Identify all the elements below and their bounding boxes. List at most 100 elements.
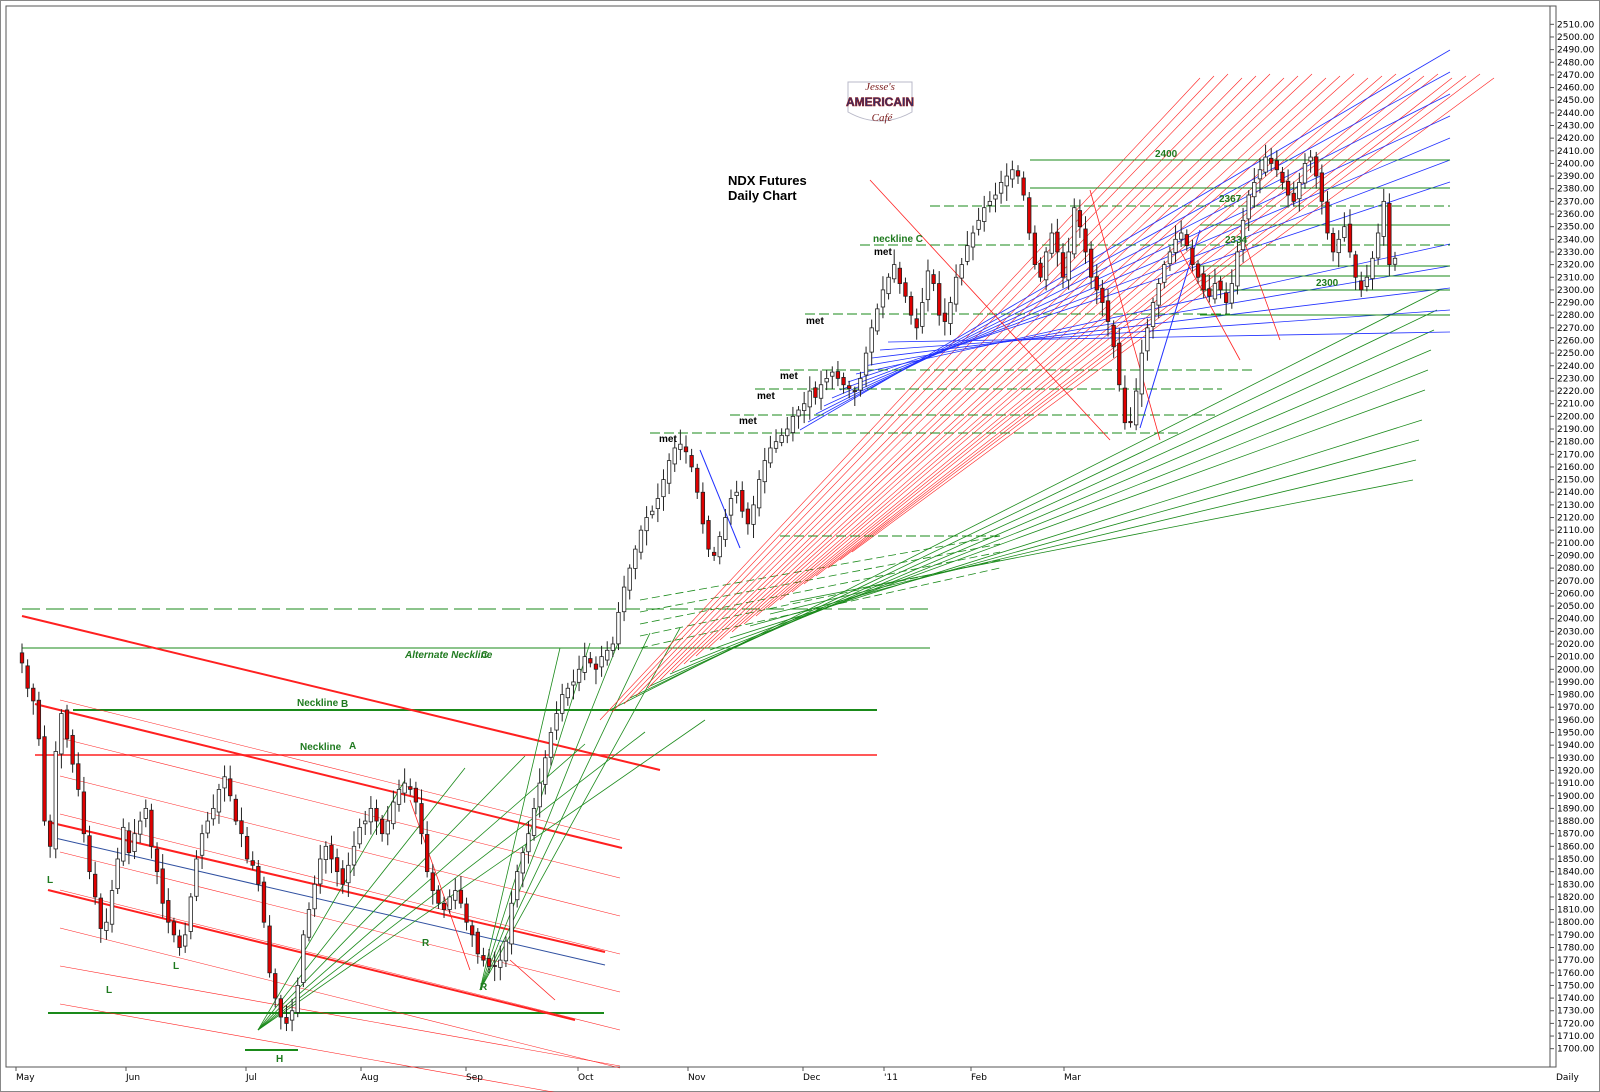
candle-down bbox=[1128, 421, 1133, 424]
candle-up bbox=[115, 858, 120, 890]
annotation-2400: 2400 bbox=[1155, 149, 1178, 160]
candle-up bbox=[560, 694, 565, 714]
y-tick-label: 1710.00 bbox=[1557, 1032, 1594, 1042]
candle-down bbox=[1387, 202, 1392, 266]
x-tick-label: '11 bbox=[884, 1073, 898, 1083]
green-fan-upper bbox=[689, 369, 1429, 663]
candle-down bbox=[1280, 171, 1285, 183]
candle-up bbox=[121, 826, 126, 862]
candle-up bbox=[1263, 156, 1268, 173]
candle-down bbox=[588, 658, 593, 664]
candle-down bbox=[1359, 280, 1364, 291]
y-tick-label: 1960.00 bbox=[1557, 716, 1594, 726]
candle-down bbox=[1083, 228, 1088, 253]
y-tick-label: 1870.00 bbox=[1557, 830, 1594, 840]
candle-up bbox=[318, 858, 323, 885]
y-tick-label: 2270.00 bbox=[1557, 324, 1594, 334]
red-channel-fan bbox=[59, 1003, 555, 1092]
candle-down bbox=[852, 390, 857, 392]
candle-up bbox=[531, 807, 537, 836]
candle-down bbox=[278, 998, 283, 1018]
candle-up bbox=[599, 656, 604, 668]
logo-line2: AMERICAIN bbox=[846, 95, 914, 109]
candle-up bbox=[199, 833, 205, 856]
green-dash-support bbox=[639, 551, 1001, 625]
candle-down bbox=[1184, 234, 1189, 247]
candle-down bbox=[1122, 387, 1128, 424]
candle-down bbox=[706, 520, 711, 550]
green-dash-support bbox=[639, 567, 1001, 649]
candle-up bbox=[1072, 207, 1077, 255]
candle-down bbox=[36, 699, 42, 740]
green-dash-support bbox=[639, 559, 1001, 637]
candle-down bbox=[931, 274, 936, 284]
y-tick-label: 1800.00 bbox=[1557, 918, 1594, 928]
green-fan-upper bbox=[769, 459, 1417, 615]
candle-up bbox=[875, 308, 880, 332]
blue-rising-fan bbox=[831, 137, 1451, 399]
candle-up bbox=[363, 820, 368, 825]
candle-up bbox=[520, 852, 525, 874]
candle-up bbox=[554, 713, 559, 731]
red-rising-fan bbox=[767, 73, 1397, 609]
candle-up bbox=[678, 443, 683, 450]
candle-up bbox=[194, 858, 199, 897]
candle-down bbox=[1027, 197, 1032, 234]
candle-up bbox=[565, 687, 570, 699]
candle-down bbox=[64, 709, 70, 740]
candle-up bbox=[447, 896, 452, 910]
candle-down bbox=[700, 491, 706, 525]
red-channel-fan bbox=[59, 699, 621, 841]
candle-up bbox=[576, 668, 582, 683]
candle-up bbox=[920, 302, 925, 327]
candle-down bbox=[334, 857, 340, 873]
green-fan-sep bbox=[479, 632, 651, 991]
red-rising-fan bbox=[839, 73, 1481, 561]
y-tick-label: 1700.00 bbox=[1557, 1045, 1594, 1055]
y-tick-label: 2250.00 bbox=[1557, 349, 1594, 359]
candle-up bbox=[537, 782, 542, 808]
annotation-2300: 2300 bbox=[1316, 278, 1339, 289]
candle-down bbox=[745, 508, 751, 525]
candle-down bbox=[470, 925, 475, 936]
candle-up bbox=[892, 264, 897, 280]
candle-down bbox=[42, 736, 47, 822]
candle-up bbox=[188, 896, 193, 932]
y-tick-label: 2280.00 bbox=[1557, 311, 1594, 321]
candle-down bbox=[441, 902, 447, 910]
red-reversal-line bbox=[1239, 229, 1281, 341]
candle-up bbox=[605, 649, 610, 661]
blue-rising-fan bbox=[839, 159, 1451, 391]
candle-down bbox=[25, 665, 30, 689]
candle-up bbox=[1173, 238, 1178, 253]
candle-up bbox=[982, 207, 987, 222]
logo: Jesse's AMERICAIN Café bbox=[846, 81, 915, 124]
red-rising-fan bbox=[719, 75, 1341, 641]
candle-up bbox=[672, 447, 677, 465]
candle-down bbox=[908, 296, 914, 316]
candle-up bbox=[998, 182, 1004, 194]
candle-down bbox=[593, 663, 599, 670]
candle-down bbox=[486, 957, 492, 967]
candle-down bbox=[166, 900, 171, 923]
y-tick-label: 2440.00 bbox=[1557, 109, 1594, 119]
candle-down bbox=[149, 809, 154, 847]
candle-up bbox=[216, 789, 222, 813]
y-tick-label: 1990.00 bbox=[1557, 678, 1594, 688]
candle-up bbox=[543, 757, 548, 785]
chart-title: NDX Futures Daily Chart bbox=[728, 173, 807, 203]
candle-down bbox=[76, 763, 81, 790]
candle-up bbox=[959, 264, 964, 279]
candle-down bbox=[492, 965, 497, 967]
red-reversal-line bbox=[1089, 189, 1161, 441]
candle-down bbox=[937, 283, 942, 316]
candle-down bbox=[261, 881, 267, 923]
y-tick-label: 2230.00 bbox=[1557, 374, 1594, 384]
candle-down bbox=[329, 844, 334, 860]
annotation-h: H bbox=[276, 1054, 283, 1065]
candle-up bbox=[548, 732, 554, 758]
candle-up bbox=[1381, 200, 1386, 237]
time-axis: May Jun Jul Aug Sep Oct Nov Dec '11 Feb Mar bbox=[15, 1067, 1081, 1083]
candle-up bbox=[858, 378, 863, 391]
